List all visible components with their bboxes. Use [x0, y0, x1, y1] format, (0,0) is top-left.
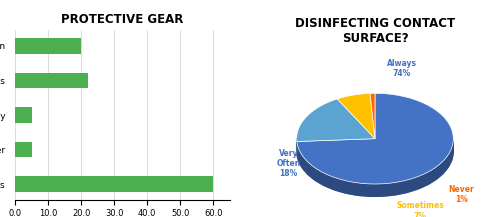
Text: Always
74%: Always 74% [387, 59, 417, 78]
Text: Sometimes
7%: Sometimes 7% [396, 201, 444, 217]
Polygon shape [297, 140, 454, 196]
Title: PROTECTIVE GEAR: PROTECTIVE GEAR [62, 13, 184, 26]
Bar [15, 38, 81, 54]
Ellipse shape [296, 106, 454, 196]
Text: Never
1%: Never 1% [448, 185, 474, 204]
Polygon shape [296, 99, 375, 141]
Bar [15, 142, 32, 157]
Polygon shape [297, 93, 454, 184]
Polygon shape [370, 93, 375, 139]
Text: Very
Often
18%: Very Often 18% [276, 148, 300, 178]
Bar [15, 107, 32, 123]
Title: DISINFECTING CONTACT
SURFACE?: DISINFECTING CONTACT SURFACE? [295, 17, 455, 45]
Bar [15, 73, 88, 88]
Bar [15, 176, 214, 192]
Polygon shape [338, 93, 375, 139]
